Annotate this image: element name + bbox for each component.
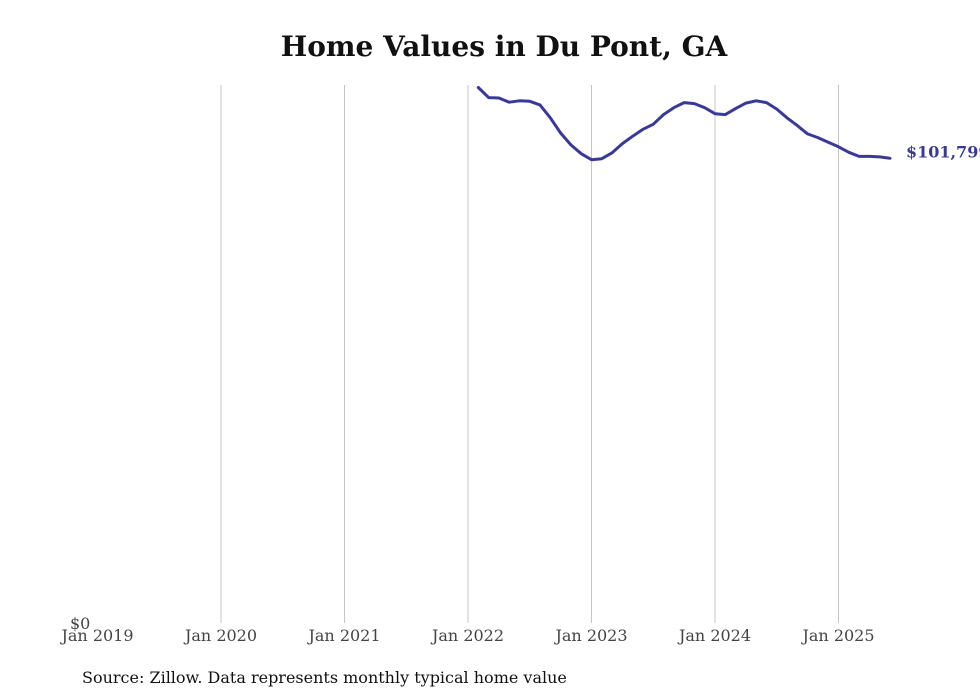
chart-title: Home Values in Du Pont, GA: [280, 30, 728, 63]
series-layer: [476, 86, 892, 162]
x-tick-label: Jan 2022: [430, 626, 504, 645]
x-tick-label: Jan 2023: [553, 626, 627, 645]
tick-labels: Jan 2019 Jan 2020 Jan 2021 Jan 2022 Jan 2023…: [59, 142, 980, 645]
x-tick-label: Jan 2024: [677, 626, 751, 645]
x-tick-label: Jan 2025: [800, 626, 874, 645]
end-value-label: $101,799: [906, 142, 980, 161]
gridlines: [220, 85, 839, 623]
source-note: Source: Zillow. Data represents monthly …: [82, 668, 567, 687]
series-line: [476, 86, 892, 162]
x-tick-label: Jan 2021: [306, 626, 380, 645]
x-tick-label: Jan 2020: [183, 626, 257, 645]
y-tick-label: $0: [70, 614, 90, 633]
x-tick-label: Jan 2019: [59, 626, 133, 645]
